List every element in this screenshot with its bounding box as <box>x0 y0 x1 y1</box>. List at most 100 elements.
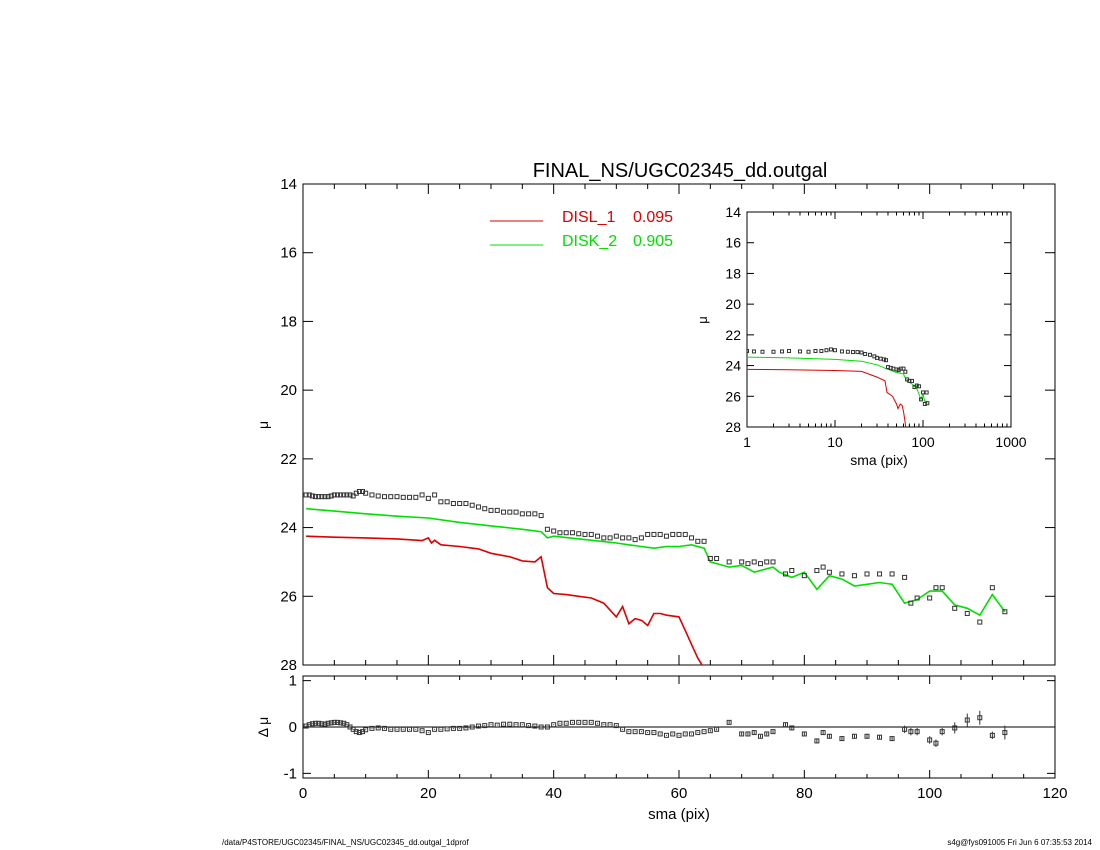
main-data-point <box>425 495 431 501</box>
main-data-point <box>450 501 456 507</box>
residual-data-point <box>632 729 638 735</box>
main-data-point <box>1002 609 1008 615</box>
residual-data-point <box>839 736 845 742</box>
inset-data-point <box>845 349 850 354</box>
main-data-point <box>657 531 663 537</box>
main-data-point <box>526 511 532 517</box>
main-data-point <box>394 494 400 500</box>
residual-data-point <box>689 731 695 737</box>
residual-data-point <box>902 726 908 732</box>
inset-data-point <box>780 349 785 354</box>
residual-series-clip-group <box>303 710 1055 747</box>
residual-data-point <box>375 725 381 731</box>
chart-title: FINAL_NS/UGC02345_dd.outgal <box>533 160 828 182</box>
residual-data-point <box>363 727 369 733</box>
main-data-point <box>820 564 826 570</box>
inset-data-point <box>881 357 886 362</box>
residual-data-point <box>613 723 619 729</box>
residual-data-point <box>438 726 444 732</box>
inset-data-point <box>806 349 811 354</box>
inset-data-point <box>874 355 879 360</box>
residual-ytick-label: 0 <box>289 719 297 736</box>
inset-ytick-label: 26 <box>725 388 741 404</box>
residual-data-point <box>425 730 431 736</box>
main-data-point <box>444 499 450 505</box>
legend: DISL_1 0.095 DISK_2 0.905 <box>490 209 673 250</box>
legend-value-disl-1: 0.095 <box>633 209 673 226</box>
inset-data-point <box>747 348 749 353</box>
residual-data-point <box>739 731 745 737</box>
inset-data-point <box>760 349 765 354</box>
residual-data-point <box>341 720 347 726</box>
inset-series-group <box>747 347 930 427</box>
main-data-point <box>964 610 970 616</box>
inset-data-point <box>916 384 921 389</box>
main-data-point <box>989 585 995 591</box>
inset-xtick-label: 1 <box>743 434 751 450</box>
residual-data-point <box>319 721 325 727</box>
residual-data-point <box>651 730 657 736</box>
residual-data-point <box>519 722 525 728</box>
main-data-point <box>620 535 626 541</box>
inset-ytick-label: 22 <box>725 327 741 343</box>
inset-xtick-label: 100 <box>911 434 935 450</box>
main-data-point <box>801 573 807 579</box>
main-data-point <box>757 561 763 567</box>
inset-data-point <box>786 348 791 353</box>
residual-data-point <box>482 723 488 729</box>
main-data-point <box>400 494 406 500</box>
inset-plot-frame <box>746 211 1012 428</box>
inset-data-point <box>855 350 860 355</box>
residual-data-point <box>714 726 720 732</box>
main-data-point <box>488 507 494 513</box>
main-data-point <box>501 509 507 515</box>
inset-data-point <box>868 352 873 357</box>
main-line-disk-2 <box>306 507 1006 617</box>
inset-ytick-label: 14 <box>725 204 741 220</box>
inset-xtick-label: 1000 <box>995 434 1026 450</box>
main-data-point <box>334 492 340 498</box>
main-data-point <box>908 600 914 606</box>
inset-axis-ticks: 14 16 18 20 22 24 26 281 10 100 1000 <box>725 204 1026 450</box>
residual-data-point <box>544 724 550 730</box>
main-data-point <box>482 506 488 512</box>
main-data-point <box>651 531 657 537</box>
main-data-point <box>544 526 550 532</box>
residual-data-point <box>475 723 481 729</box>
main-data-point <box>682 531 688 537</box>
residual-xtick-label: 40 <box>545 785 562 802</box>
main-series-group <box>303 488 1008 665</box>
main-data-point <box>663 533 669 539</box>
legend-label-disk-2: DISK_2 <box>562 233 617 250</box>
main-plot-panel: 14 16 18 20 22 24 26 28 μ DISL_1 0.095 DISK_2 0… <box>255 176 1056 674</box>
inset-plot-panel: 14 16 18 20 22 24 26 281 10 100 1000 μ sma (pix) <box>695 204 1027 468</box>
main-data-point <box>309 493 315 499</box>
main-data-point <box>576 531 582 537</box>
residual-data-point <box>826 733 832 739</box>
main-line-disl-1 <box>306 535 703 665</box>
inset-data-point <box>824 348 829 353</box>
residual-xtick-label: 0 <box>299 785 307 802</box>
residual-y-axis-label: Δ μ <box>255 717 271 738</box>
residual-data-point <box>419 728 425 734</box>
main-data-point <box>341 492 347 498</box>
residual-data-point <box>601 722 607 728</box>
inset-data-point <box>921 390 925 395</box>
residual-data-point <box>964 717 970 723</box>
residual-data-point <box>582 719 588 725</box>
main-data-point <box>789 568 795 574</box>
inset-data-point <box>828 347 833 352</box>
residual-data-point <box>952 725 958 731</box>
main-data-point <box>714 555 720 561</box>
inset-data-point <box>819 348 824 353</box>
main-data-point <box>369 492 375 498</box>
residual-data-point <box>595 720 601 726</box>
main-data-point <box>350 493 356 499</box>
residual-data-point <box>607 722 613 728</box>
main-data-point <box>726 559 732 565</box>
residual-data-point <box>501 721 507 727</box>
inset-series-clip-group <box>747 347 930 427</box>
residual-data-point <box>801 731 807 737</box>
main-data-point <box>338 492 344 498</box>
